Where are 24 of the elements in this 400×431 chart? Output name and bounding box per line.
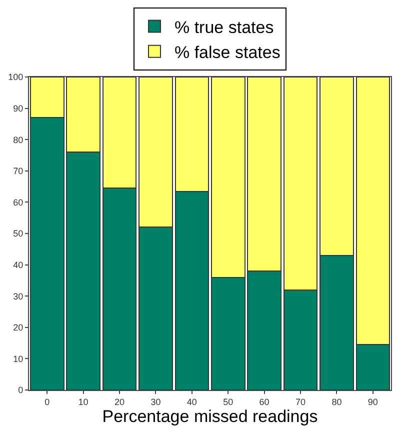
y-tick-label: 0 [18, 385, 24, 396]
legend-label: % false states [174, 43, 280, 62]
y-tick-label: 50 [13, 228, 24, 239]
x-tick-label: 80 [332, 396, 342, 407]
x-axis-title: Percentage missed readings [102, 407, 318, 426]
y-tick-label: 60 [13, 197, 24, 208]
y-tick-label: 80 [13, 134, 24, 145]
x-tick-label: 30 [150, 396, 161, 407]
y-tick-label: 10 [13, 354, 24, 364]
x-tick-label: 60 [259, 396, 270, 407]
legend-label: % true states [174, 18, 274, 37]
x-tick-label: 40 [186, 396, 197, 407]
x-tick-label: 0 [44, 396, 50, 407]
y-tick-label: 100 [8, 72, 24, 82]
y-tick-label: 90 [13, 103, 24, 114]
y-tick-label: 20 [13, 322, 24, 333]
x-tick-label: 50 [223, 396, 234, 407]
x-tick-label: 10 [78, 396, 88, 407]
y-tick-label: 40 [13, 260, 24, 270]
x-tick-label: 20 [114, 396, 125, 407]
x-tick-label: 70 [295, 396, 306, 407]
y-tick-label: 30 [13, 291, 24, 302]
x-tick-label: 90 [368, 396, 378, 407]
y-tick-label: 70 [13, 166, 24, 176]
